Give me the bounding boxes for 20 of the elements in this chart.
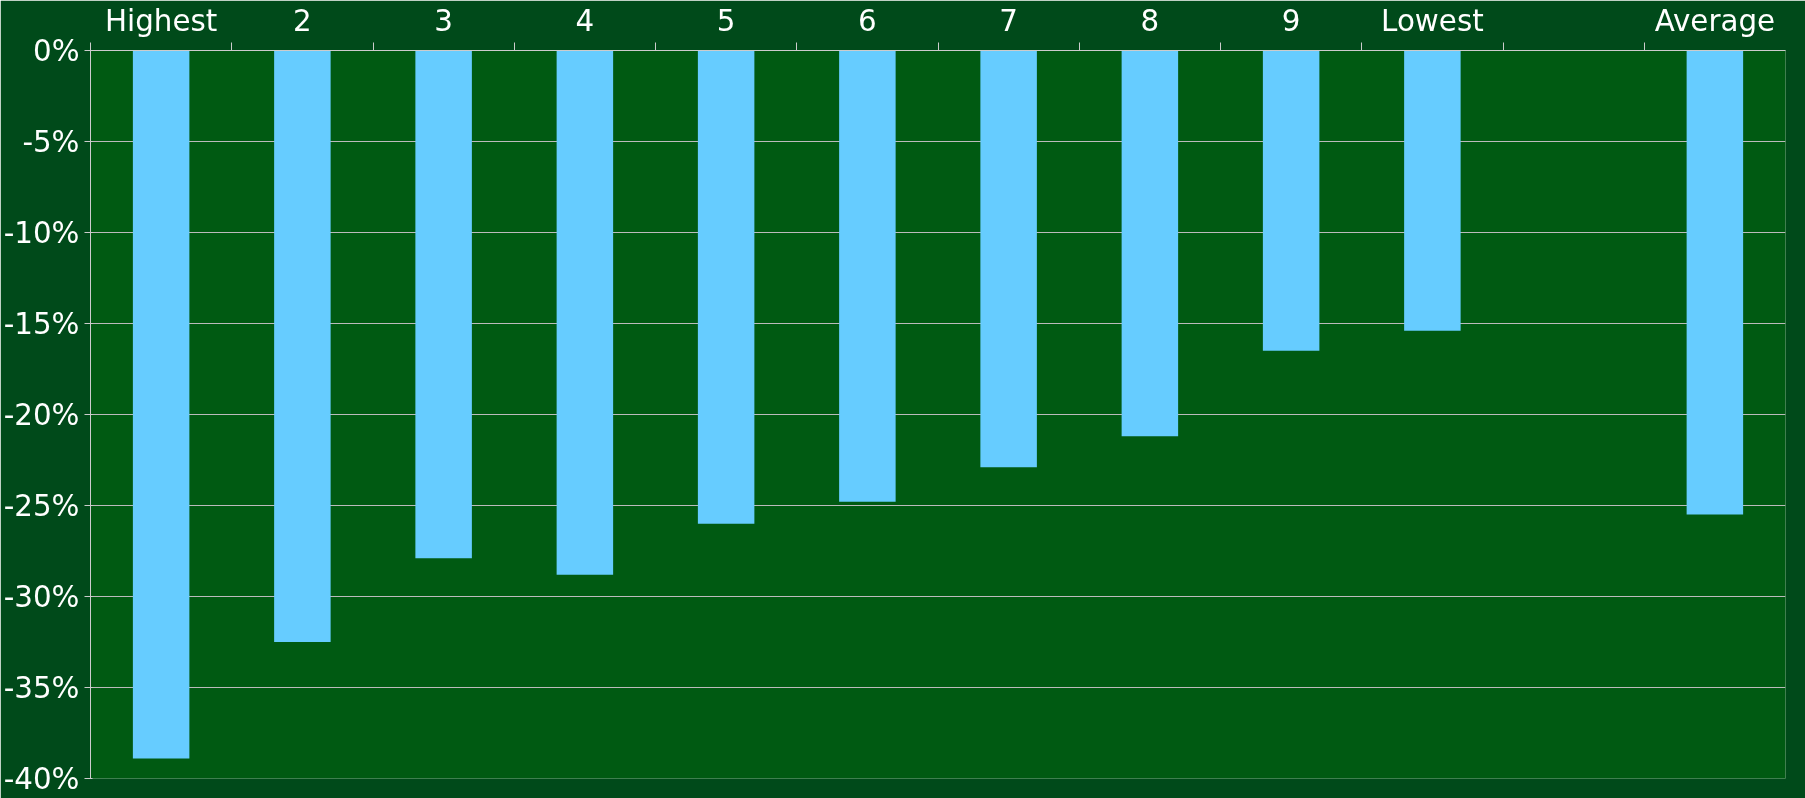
x-tick-label: Lowest: [1381, 3, 1484, 38]
x-tick-label: 9: [1281, 3, 1301, 38]
x-tick-label: 3: [434, 3, 453, 38]
x-tick-label: 8: [1140, 3, 1160, 38]
y-tick-label: -10%: [3, 215, 80, 250]
y-tick-label: -20%: [3, 397, 80, 432]
x-tick-label: Average: [1654, 3, 1776, 38]
x-tick-label: Highest: [105, 3, 218, 38]
x-tick-label: 4: [575, 3, 595, 38]
y-tick-label: -40%: [3, 761, 80, 796]
x-tick-label: 2: [293, 3, 312, 38]
y-tick-label: 0%: [32, 33, 80, 68]
y-tick-label: -25%: [3, 488, 80, 523]
y-tick-label: -35%: [3, 670, 80, 705]
y-tick-label: -15%: [3, 306, 80, 341]
x-tick-label: 5: [716, 3, 736, 38]
y-tick-label: -30%: [3, 579, 80, 614]
x-tick-label: 7: [999, 3, 1018, 38]
x-tick-label: 6: [858, 3, 877, 38]
y-tick-label: -5%: [22, 124, 80, 159]
